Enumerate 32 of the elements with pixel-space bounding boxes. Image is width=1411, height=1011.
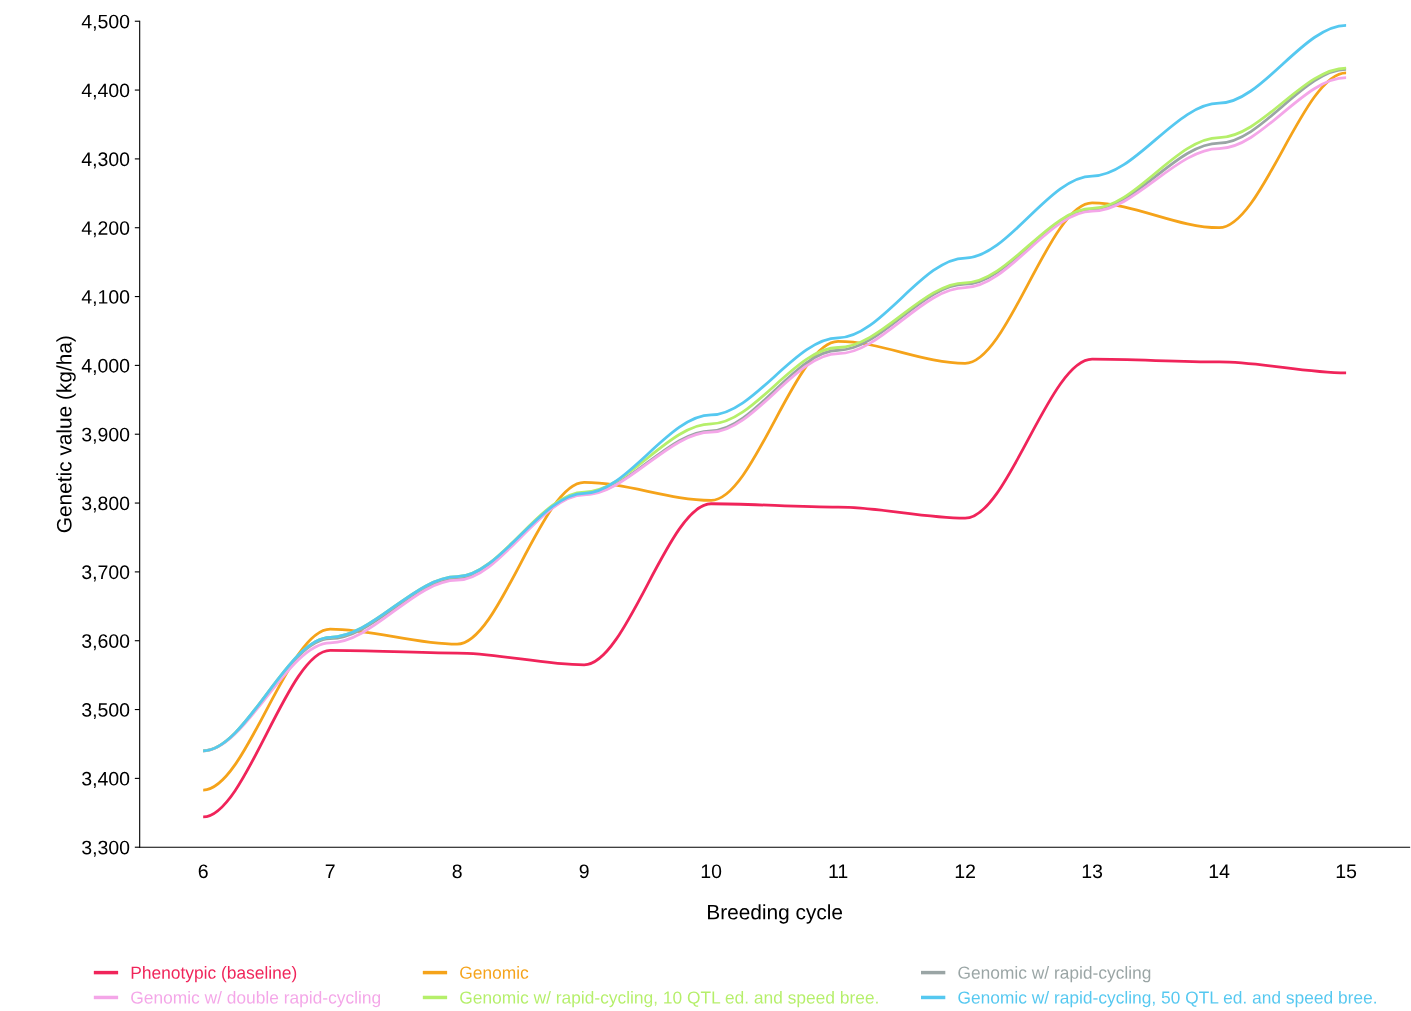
legend-label: Genomic w/ rapid-cycling — [958, 966, 1151, 983]
legend-label: Genomic w/ rapid-cycling, 50 QTL ed. and speed bree. — [958, 990, 1376, 1008]
x-axis-title: Breeding cycle — [708, 904, 843, 924]
line-series — [201, 357, 1348, 819]
y-tick-label: 3,800 — [82, 496, 130, 513]
y-tick-label: 3,700 — [82, 565, 130, 582]
x-tick-label: 15 — [1336, 864, 1357, 879]
x-tick-label: 9 — [579, 864, 589, 879]
x-tick-label: 8 — [452, 864, 462, 879]
y-tick-label: 4,400 — [81, 83, 130, 100]
x-tick-label: 13 — [1082, 864, 1103, 879]
y-tick-label: 4,000 — [81, 358, 130, 375]
y-tick-label: 3,600 — [82, 634, 130, 651]
y-tick-label: 4,300 — [81, 152, 130, 169]
x-tick-label: 12 — [955, 864, 975, 878]
y-tick-label: 3,500 — [82, 703, 130, 720]
legend-label: Phenotypic (baseline) — [131, 966, 297, 983]
legend-label: Genomic w/ rapid-cycling, 10 QTL ed. and speed bree. — [460, 990, 878, 1008]
legend-label: Genomic w/ double rapid-cycling — [131, 990, 381, 1008]
legend-label: Genomic — [460, 966, 529, 979]
x-tick-label: 11 — [829, 864, 848, 878]
y-tick-label: 3,400 — [82, 771, 130, 788]
x-tick-label: 6 — [198, 864, 208, 879]
x-tick-label: 10 — [701, 864, 722, 879]
y-tick-label: 3,900 — [82, 427, 130, 444]
y-tick-label: 4,500 — [81, 14, 130, 31]
y-tick-label: 4,200 — [81, 221, 130, 238]
y-tick-label: 4,100 — [81, 290, 130, 307]
y-tick-label: 3,300 — [82, 840, 130, 857]
x-tick-label: 14 — [1209, 864, 1230, 878]
x-tick-label: 7 — [325, 864, 335, 878]
y-axis-title: Genetic value (kg/ha) — [56, 336, 76, 533]
